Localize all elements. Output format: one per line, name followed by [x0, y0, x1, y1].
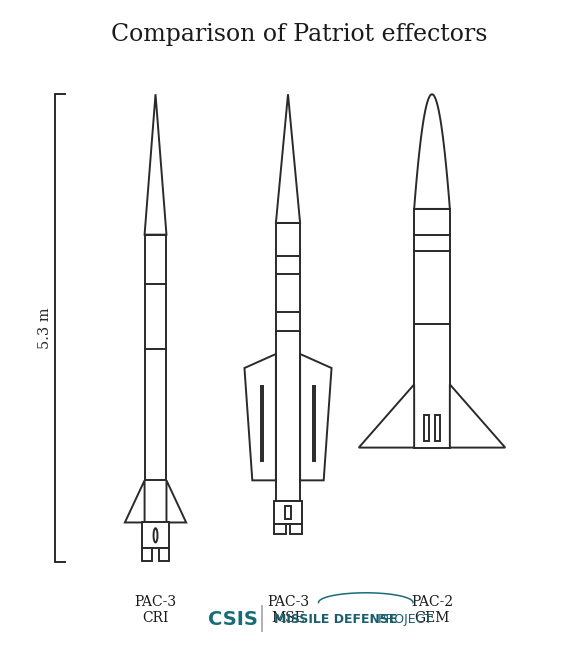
- Polygon shape: [450, 384, 505, 448]
- Polygon shape: [244, 354, 276, 480]
- Ellipse shape: [154, 528, 157, 542]
- Bar: [145, 235, 166, 480]
- Bar: [414, 209, 450, 448]
- Bar: [142, 548, 151, 562]
- Text: MISSILE DEFENSE: MISSILE DEFENSE: [274, 613, 397, 626]
- Text: PROJECT: PROJECT: [374, 613, 433, 626]
- Polygon shape: [276, 94, 300, 223]
- Polygon shape: [166, 480, 186, 523]
- Bar: [276, 223, 300, 501]
- Text: 5.3 m: 5.3 m: [38, 307, 52, 349]
- Bar: [290, 524, 302, 534]
- Text: CSIS: CSIS: [209, 610, 258, 629]
- Bar: [260, 385, 263, 462]
- Polygon shape: [145, 94, 166, 235]
- Polygon shape: [359, 384, 414, 448]
- Bar: [313, 385, 316, 462]
- Text: PAC-3
CRI: PAC-3 CRI: [134, 595, 177, 625]
- Bar: [435, 415, 440, 441]
- Bar: [285, 506, 291, 519]
- Text: PAC-3
MSE: PAC-3 MSE: [267, 595, 309, 625]
- Bar: [142, 523, 169, 548]
- Text: Comparison of Patriot effectors: Comparison of Patriot effectors: [111, 23, 488, 46]
- Polygon shape: [125, 480, 145, 523]
- Text: PAC-2
GEM: PAC-2 GEM: [411, 595, 453, 625]
- Bar: [160, 548, 169, 562]
- Bar: [274, 524, 286, 534]
- Polygon shape: [300, 354, 332, 480]
- Bar: [274, 501, 302, 524]
- Bar: [424, 415, 429, 441]
- Polygon shape: [414, 94, 450, 209]
